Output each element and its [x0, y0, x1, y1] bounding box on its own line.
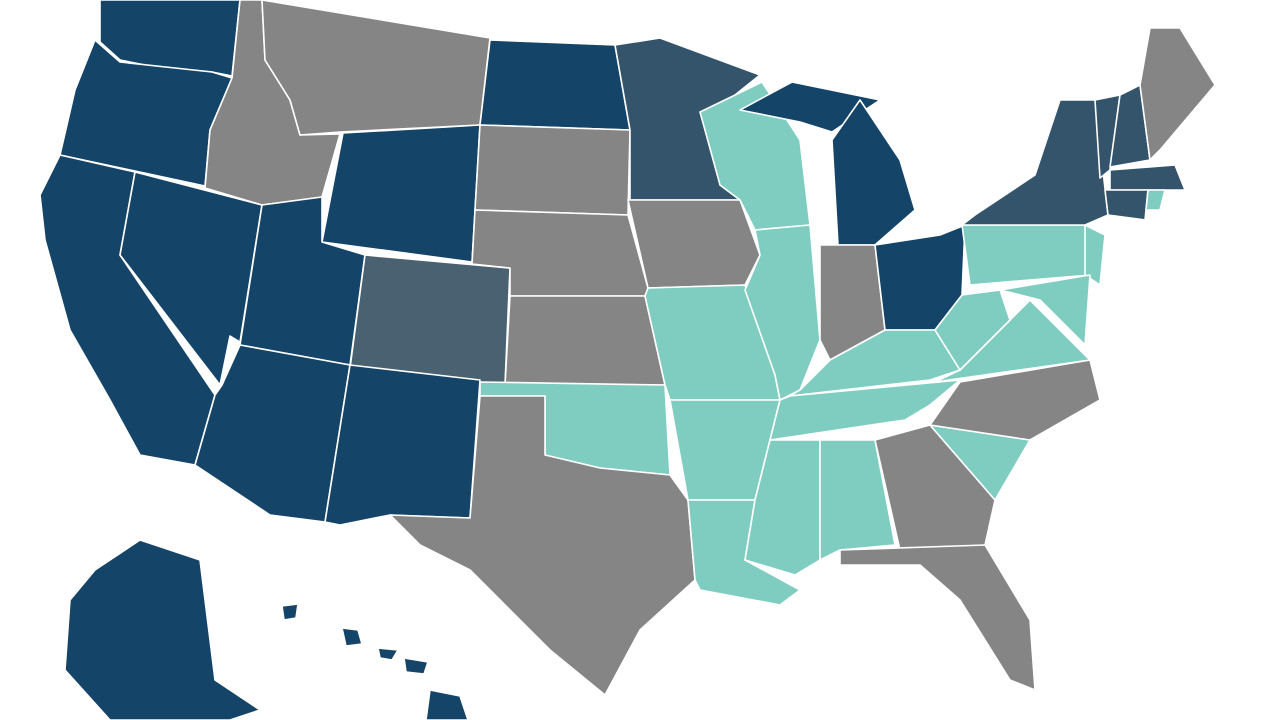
state-ak	[64, 539, 261, 720]
states	[39, 0, 1216, 720]
state-sd	[474, 124, 631, 216]
state-pa	[961, 224, 1091, 286]
state-me	[1139, 27, 1216, 161]
state-nm	[324, 364, 481, 526]
state-al	[819, 439, 896, 561]
state-fl	[839, 544, 1036, 691]
state-wv	[934, 289, 1011, 371]
state-ct	[1104, 189, 1149, 221]
state-hi	[377, 647, 399, 661]
state-md-de	[999, 274, 1091, 346]
state-hi	[403, 657, 429, 675]
state-hi	[341, 627, 363, 647]
state-nc	[929, 359, 1101, 441]
state-wy	[321, 124, 481, 263]
state-ga	[874, 424, 996, 551]
state-hi	[281, 603, 299, 621]
state-hi	[425, 689, 469, 720]
state-nj	[1084, 224, 1106, 286]
state-ma	[1109, 164, 1186, 191]
state-ks	[504, 295, 666, 386]
state-co	[349, 254, 511, 386]
state-tx	[389, 395, 696, 696]
state-nd	[479, 39, 631, 131]
state-ia	[627, 199, 761, 289]
state-ri	[1145, 189, 1166, 211]
